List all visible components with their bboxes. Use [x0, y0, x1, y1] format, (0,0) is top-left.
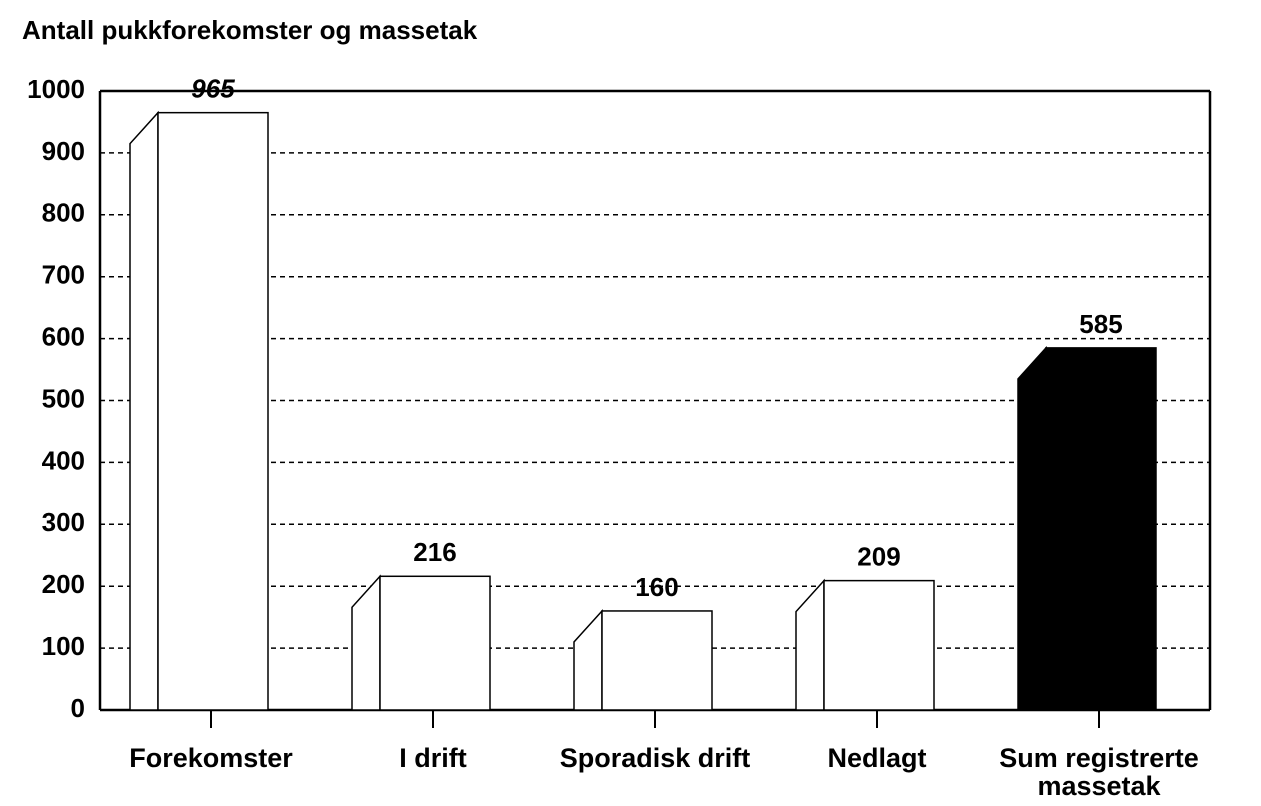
chart-title: Antall pukkforekomster og massetak	[22, 15, 478, 45]
bar-side	[351, 574, 381, 711]
y-tick-label: 0	[71, 693, 85, 723]
value-label: 965	[191, 74, 235, 104]
value-label: 160	[635, 572, 678, 602]
y-tick-label: 1000	[27, 74, 85, 104]
x-tick-label: Nedlagt	[827, 743, 927, 773]
x-tick-label: I drift	[399, 743, 467, 773]
bar-side	[129, 110, 159, 711]
bar	[823, 579, 935, 711]
x-tick-label: Sum registrerte massetak	[999, 743, 1199, 801]
y-tick-label: 600	[42, 321, 85, 351]
y-tick-label: 800	[42, 198, 85, 228]
x-tick-label: Forekomster	[129, 743, 293, 773]
bar	[379, 575, 491, 711]
y-tick-label: 200	[42, 569, 85, 599]
value-label: 216	[413, 537, 456, 567]
x-tick-label: Sporadisk drift	[559, 743, 751, 773]
y-tick-label: 700	[42, 260, 85, 290]
y-tick-label: 400	[42, 445, 85, 475]
bar-side	[573, 609, 603, 711]
y-tick-label: 500	[42, 383, 85, 413]
bar	[601, 610, 713, 711]
value-label: 585	[1079, 309, 1122, 339]
y-tick-label: 300	[42, 507, 85, 537]
bar	[157, 111, 269, 711]
value-label: 209	[857, 542, 900, 572]
bar	[1045, 347, 1157, 711]
y-tick-label: 900	[42, 136, 85, 166]
y-tick-label: 100	[42, 631, 85, 661]
bar-side	[795, 578, 825, 711]
bar-side	[1017, 345, 1047, 711]
